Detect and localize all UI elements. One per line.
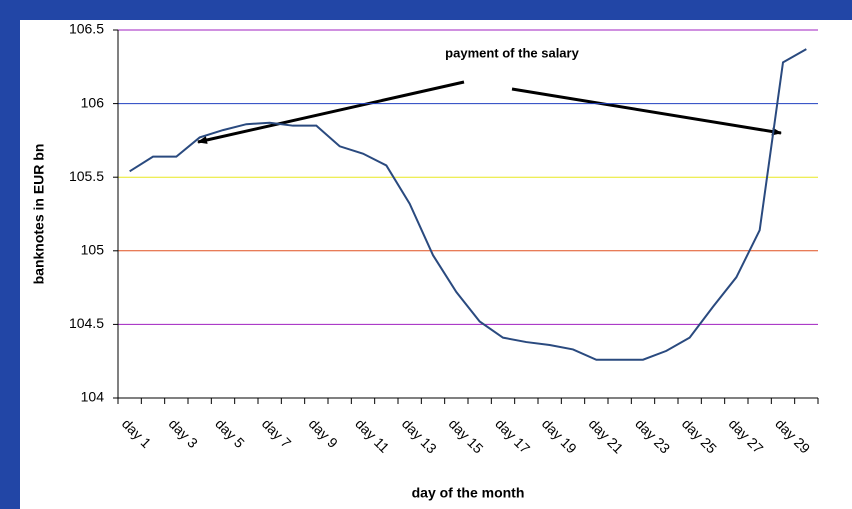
- y-tick-label: 104.5: [69, 315, 104, 331]
- y-tick-label: 106: [81, 94, 105, 110]
- y-tick-label: 105: [81, 242, 105, 258]
- y-tick-label: 105.5: [69, 168, 104, 184]
- arrow: [197, 80, 465, 144]
- y-axis-title: banknotes in EUR bn: [31, 144, 47, 285]
- arrow: [511, 87, 782, 136]
- x-axis-title: day of the month: [412, 485, 525, 501]
- y-tick-label: 106.5: [69, 21, 104, 37]
- y-tick-label: 104: [81, 389, 105, 405]
- line: [129, 48, 807, 361]
- annotation: payment of the salary: [445, 45, 579, 60]
- chart-panel: [20, 20, 852, 509]
